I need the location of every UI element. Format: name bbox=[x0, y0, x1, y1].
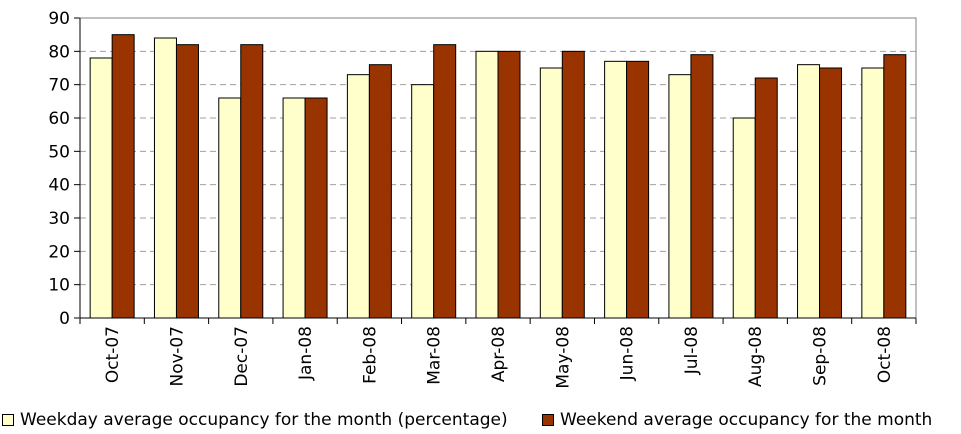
legend-swatch-weekend bbox=[542, 414, 554, 426]
bar-weekday bbox=[861, 67, 885, 319]
axes bbox=[74, 17, 917, 324]
x-tick-label: Feb-08 bbox=[360, 326, 380, 384]
legend-label-weekend: Weekend average occupancy for the month bbox=[560, 410, 933, 430]
bar-weekend bbox=[368, 64, 392, 319]
bar-weekend bbox=[819, 67, 843, 319]
legend-swatch-weekday bbox=[2, 414, 14, 426]
y-tick-label: 40 bbox=[48, 176, 70, 196]
y-axis-tick-labels: 0 10 20 30 40 50 60 70 80 90 bbox=[48, 9, 70, 329]
bar-weekend bbox=[754, 77, 778, 319]
legend: Weekday average occupancy for the month … bbox=[0, 410, 961, 434]
x-tick-label: Oct-07 bbox=[103, 326, 123, 383]
bar-weekend bbox=[433, 44, 457, 319]
x-tick-label: Apr-08 bbox=[489, 326, 509, 382]
y-tick-label: 20 bbox=[48, 242, 70, 262]
bar-weekend bbox=[175, 44, 199, 319]
x-tick-label: Dec-07 bbox=[232, 326, 252, 387]
bar-weekend bbox=[111, 34, 135, 319]
y-tick-label: 60 bbox=[48, 109, 70, 129]
y-tick-label: 80 bbox=[48, 42, 70, 62]
bar-weekday bbox=[604, 60, 628, 319]
bar-weekday bbox=[668, 74, 692, 319]
bar-weekday bbox=[346, 74, 370, 319]
x-tick-label: Sep-08 bbox=[811, 326, 831, 386]
legend-entry-weekend: Weekend average occupancy for the month bbox=[542, 410, 932, 430]
x-tick-label: Oct-08 bbox=[875, 326, 895, 383]
bar-weekend bbox=[883, 54, 907, 319]
bar-weekend bbox=[304, 97, 328, 319]
bar-weekend bbox=[561, 50, 585, 319]
y-tick-label: 10 bbox=[48, 276, 70, 296]
bar-weekday bbox=[475, 50, 499, 319]
bar-weekday bbox=[282, 97, 306, 319]
bar-weekday bbox=[732, 117, 756, 319]
x-tick-label: Mar-08 bbox=[425, 326, 445, 385]
bar-weekday bbox=[797, 64, 821, 319]
legend-label-weekday: Weekday average occupancy for the month … bbox=[20, 410, 508, 430]
bar-weekend bbox=[240, 44, 264, 319]
y-tick-label: 90 bbox=[48, 9, 70, 29]
y-tick-label: 0 bbox=[59, 309, 70, 329]
bars bbox=[89, 34, 907, 319]
bar-weekday bbox=[411, 84, 435, 319]
x-tick-label: Jul-08 bbox=[682, 326, 702, 375]
y-tick-label: 70 bbox=[48, 76, 70, 96]
legend-entry-weekday: Weekday average occupancy for the month … bbox=[2, 410, 508, 430]
x-tick-label: Jun-08 bbox=[618, 326, 638, 381]
x-tick-label: Jan-08 bbox=[296, 326, 316, 381]
bar-weekend bbox=[497, 50, 521, 319]
x-tick-label: Aug-08 bbox=[746, 326, 766, 387]
bar-weekday bbox=[89, 57, 113, 319]
bar-weekend bbox=[626, 60, 650, 319]
y-tick-label: 30 bbox=[48, 209, 70, 229]
x-tick-label: Nov-07 bbox=[167, 326, 187, 387]
bar-weekday bbox=[218, 97, 242, 319]
bar-weekend bbox=[690, 54, 714, 319]
bar-weekday bbox=[539, 67, 563, 319]
x-axis-tick-labels: Oct-07 Nov-07 Dec-07 Jan-08 Feb-08 Mar-08 Apr-… bbox=[103, 326, 895, 389]
x-tick-label: May-08 bbox=[553, 326, 573, 389]
y-tick-label: 50 bbox=[48, 142, 70, 162]
bar-weekday bbox=[153, 37, 177, 319]
